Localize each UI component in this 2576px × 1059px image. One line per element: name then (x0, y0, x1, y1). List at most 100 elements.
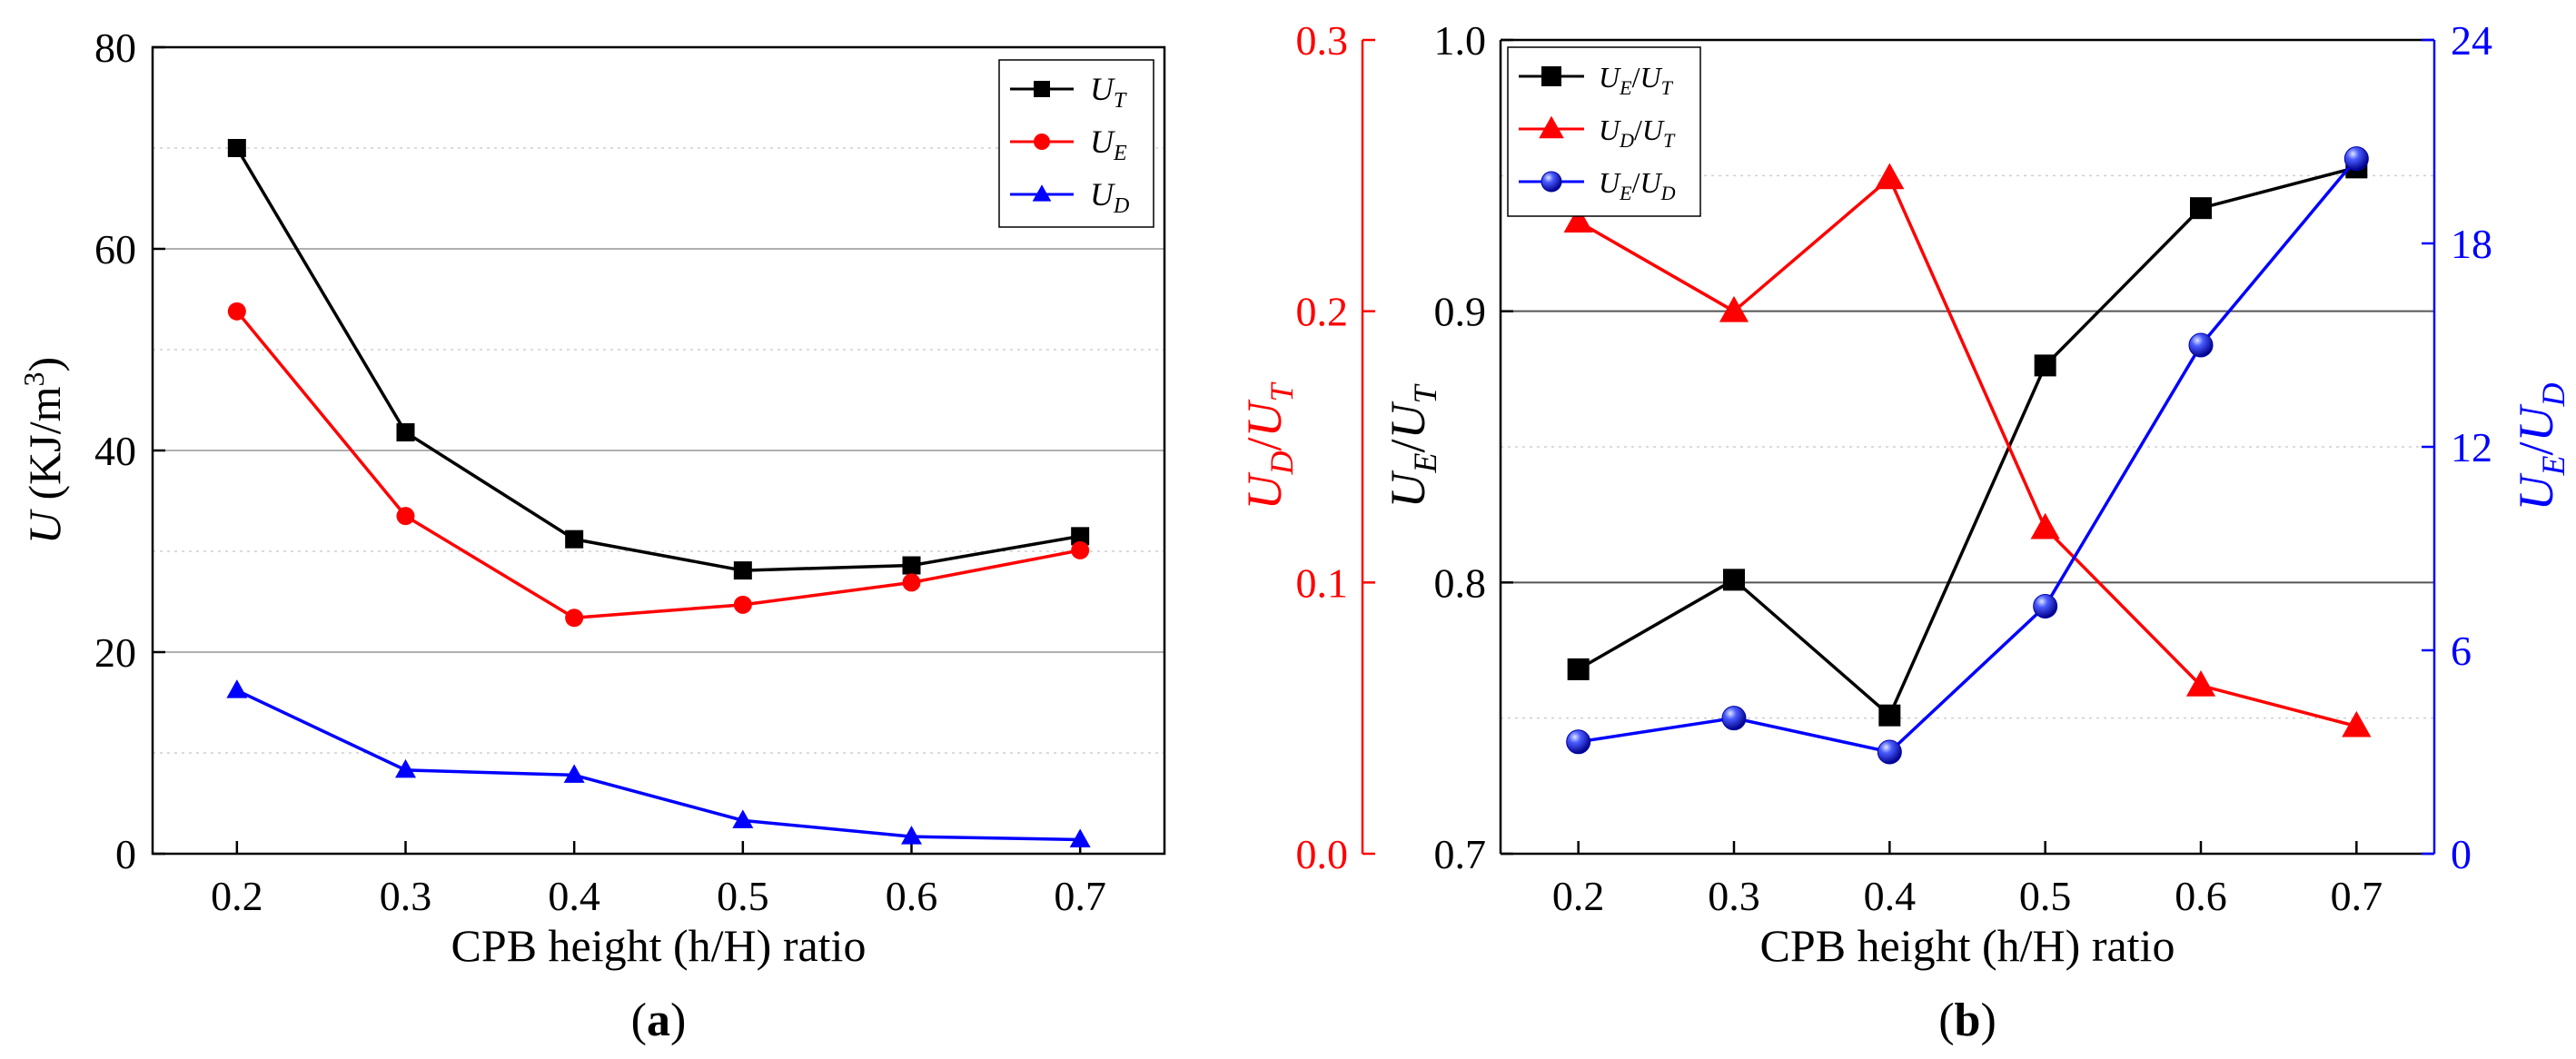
x-tick-label: 0.2 (211, 873, 263, 919)
chart-a: 0 20 40 60 80 0.2 0.3 0.4 0.5 0.6 0.7 CPB height (h… (17, 25, 1166, 1046)
legend-label: UD​ (1090, 176, 1129, 218)
data-point (1567, 658, 1590, 680)
x-tick-label: 0.5 (717, 873, 769, 919)
data-point (2190, 197, 2212, 220)
series-line (1577, 165, 2357, 718)
x-tick-label: 0.3 (380, 873, 432, 919)
outer-left-tick-label: 0.0 (1296, 831, 1349, 877)
x-tick-label: 0.3 (1708, 873, 1760, 919)
data-point (1878, 704, 1901, 727)
y-tick-label: 40 (94, 428, 136, 474)
outer-left-tick-label: 0.3 (1296, 17, 1349, 64)
right-tick-label: 6 (2451, 628, 2472, 674)
right-axis-label: UE​/UD​ (2509, 382, 2571, 510)
data-point (396, 423, 415, 442)
inner-left-tick-label: 0.9 (1434, 289, 1487, 335)
data-point (2188, 332, 2214, 358)
data-point (226, 679, 248, 698)
data-point (1877, 739, 1902, 765)
data-point (2033, 593, 2058, 619)
legend-marker (1034, 134, 1050, 150)
data-point (902, 573, 921, 592)
data-point (1721, 706, 1747, 731)
legend-label: UE​/UT​ (1599, 61, 1674, 99)
data-point (1071, 527, 1090, 546)
data-point (565, 609, 584, 628)
x-axis-label: CPB height (h/H) ratio (1760, 920, 2175, 971)
data-point (733, 595, 752, 614)
right-tick-label: 18 (2451, 221, 2492, 267)
legend-label: UE​/UD​ (1599, 166, 1676, 204)
outer-left-tick-label: 0.1 (1296, 559, 1349, 606)
outer-left-tick-label: 0.2 (1296, 289, 1349, 335)
series-1 (1563, 163, 2372, 737)
legend-label: UD​/UT​ (1599, 114, 1676, 152)
series-line (235, 310, 1081, 620)
data-point (901, 826, 922, 845)
data-point (227, 139, 246, 157)
x-axis-label: CPB height (h/H) ratio (451, 920, 867, 971)
y-tick-label: 60 (94, 226, 136, 272)
series-T (227, 139, 1090, 580)
x-tick-label: 0.5 (2019, 873, 2072, 919)
legend-marker (1541, 171, 1562, 193)
series-line (1578, 157, 2358, 754)
series-2 (1566, 146, 2369, 765)
data-point (1563, 206, 1593, 233)
data-point (227, 302, 246, 321)
data-point (1875, 163, 1905, 190)
right-tick-label: 0 (2451, 831, 2472, 877)
data-point (733, 561, 752, 580)
chart-b: 0.7 0.8 0.9 1.0 0.0 0.1 0.2 0.3 0 6 12 18 24 0.2 0.3 0.… (1237, 17, 2571, 1046)
panel-label: (a) (631, 995, 687, 1046)
data-point (902, 556, 921, 575)
series-line (236, 688, 1081, 842)
x-tick-label: 0.6 (2175, 873, 2227, 919)
x-tick-label: 0.2 (1552, 873, 1605, 919)
legend: UT​ UE​ UD​ (998, 59, 1154, 228)
panel-label: (b) (1938, 995, 1996, 1046)
data-point (396, 507, 415, 526)
data-point (2185, 670, 2216, 697)
inner-left-tick-label: 1.0 (1434, 17, 1487, 64)
x-tick-label: 0.4 (548, 873, 600, 919)
data-point (2342, 710, 2372, 737)
legend-box (998, 59, 1154, 228)
outer-left-axis-label: UD​/UT​ (1237, 381, 1300, 510)
data-point (2034, 354, 2056, 377)
legend: UE​/UT​ UD​/UT​ UE​/UD​ (1507, 46, 1701, 217)
data-point (1719, 295, 1749, 322)
right-tick-label: 12 (2451, 424, 2492, 470)
inner-left-tick-label: 0.7 (1434, 831, 1487, 877)
series-line (1577, 175, 2357, 728)
y-tick-label: 20 (94, 629, 136, 676)
legend-marker (1539, 115, 1564, 139)
series-line (235, 147, 1081, 572)
legend-marker (1032, 184, 1052, 202)
y-tick-label: 0 (115, 831, 136, 877)
y-axis-label: U (KJ/m3) (17, 357, 70, 544)
data-point (2343, 146, 2369, 172)
legend-label: UE​ (1090, 124, 1127, 165)
right-tick-label: 24 (2451, 17, 2492, 64)
series-E (227, 302, 1090, 628)
legend-marker (1541, 66, 1561, 86)
series-0 (1567, 156, 2368, 727)
data-point (1069, 828, 1091, 847)
legend-marker (1034, 81, 1050, 97)
inner-left-axis-label: UE​/UT​ (1381, 383, 1443, 509)
inner-left-tick-label: 0.8 (1434, 559, 1487, 606)
y-tick-label: 80 (94, 25, 136, 71)
legend-label: UT​ (1090, 71, 1127, 113)
data-point (563, 764, 585, 783)
data-point (1723, 569, 1745, 591)
x-tick-label: 0.7 (2331, 873, 2383, 919)
data-point (732, 809, 754, 828)
data-point (2030, 512, 2060, 539)
x-tick-label: 0.4 (1864, 873, 1917, 919)
data-point (395, 758, 416, 778)
data-point (565, 530, 584, 549)
data-point (1566, 729, 1591, 755)
x-tick-label: 0.7 (1054, 873, 1106, 919)
